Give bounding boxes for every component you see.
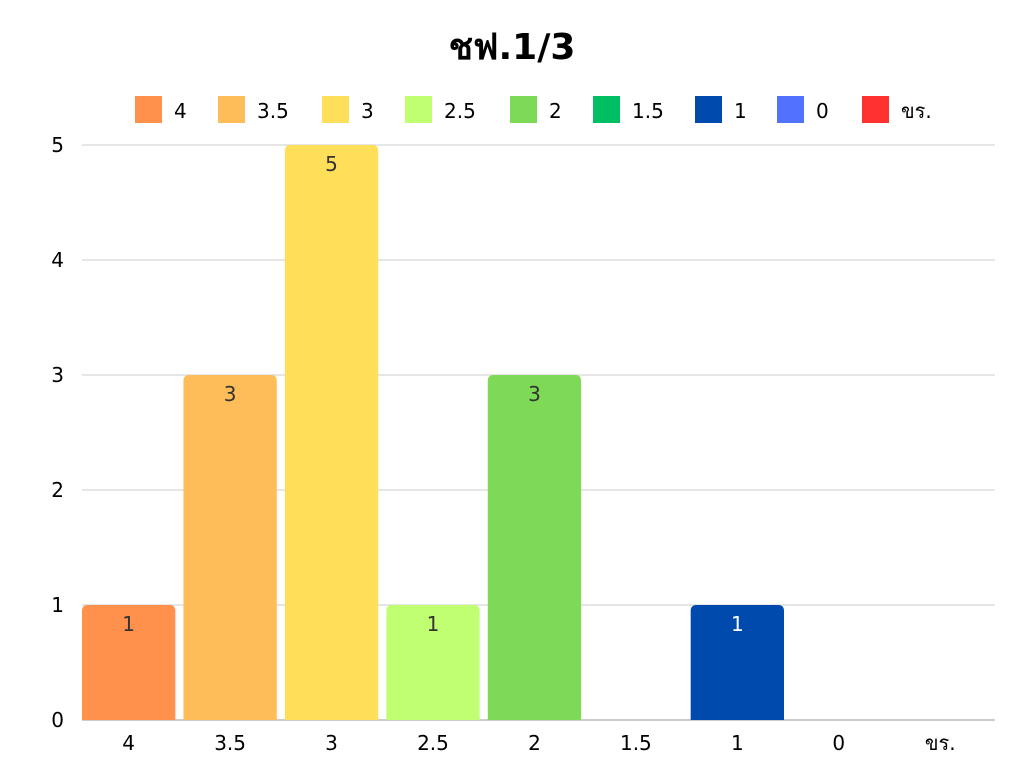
legend-swatch [695,96,722,123]
legend-label: 1.5 [632,99,664,123]
data-label: 5 [325,152,338,176]
legend-swatch [777,96,804,123]
data-label: 3 [528,382,541,406]
x-tick-label: 2 [528,731,541,755]
legend-label: 2 [549,99,562,123]
legend-swatch [510,96,537,123]
legend-label: ขร. [901,99,932,123]
bar [183,375,277,720]
data-label: 1 [427,612,440,636]
bar [487,375,582,720]
x-tick-label: 1.5 [620,731,652,755]
legend-swatch [593,96,620,123]
legend-swatch [135,96,162,123]
legend-label: 2.5 [444,99,476,123]
y-tick-label: 3 [51,363,64,387]
chart-title: ชฟ.1/3 [448,27,576,68]
legend-label: 4 [174,99,187,123]
y-tick-label: 1 [51,593,64,617]
bar [386,605,480,720]
data-label: 1 [122,612,135,636]
bar [690,605,784,720]
legend-swatch [322,96,349,123]
y-tick-label: 0 [51,708,64,732]
legend-swatch [405,96,432,123]
legend-swatch [862,96,889,123]
y-tick-label: 2 [51,478,64,502]
y-tick-label: 4 [51,248,64,272]
legend-label: 0 [816,99,829,123]
data-label: 1 [731,612,744,636]
x-tick-label: ขร. [925,731,956,755]
data-label: 3 [224,382,237,406]
x-tick-label: 4 [122,731,135,755]
legend-label: 3.5 [257,99,289,123]
x-tick-label: 3 [325,731,338,755]
bar [284,145,379,720]
legend-label: 1 [734,99,747,123]
legend-label: 3 [361,99,374,123]
legend-swatch [218,96,245,123]
y-tick-label: 5 [51,133,64,157]
x-tick-label: 3.5 [214,731,246,755]
bar [82,605,176,720]
x-tick-label: 1 [731,731,744,755]
x-tick-label: 2.5 [417,731,449,755]
x-tick-label: 0 [832,731,845,755]
